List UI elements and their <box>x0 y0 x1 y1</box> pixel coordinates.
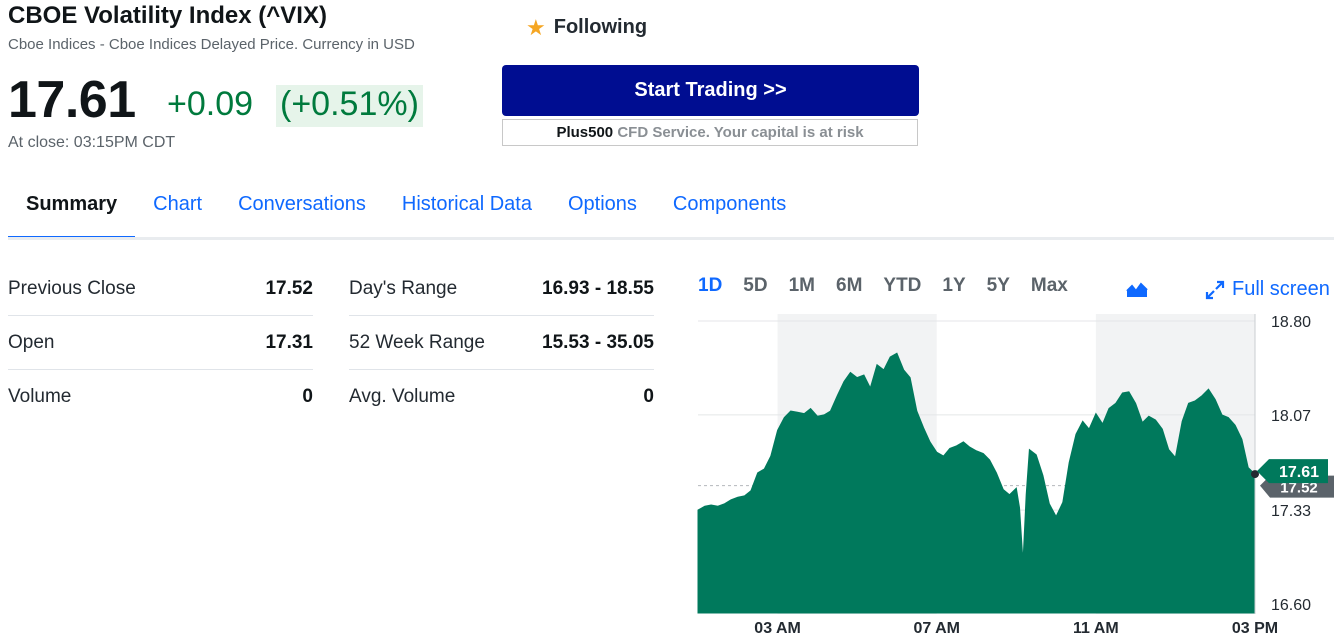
stat-previous-close: Previous Close 17.52 <box>8 262 313 316</box>
expand-icon <box>1205 280 1225 299</box>
price-change-percent: (+0.51%) <box>276 85 423 127</box>
stat-label: Previous Close <box>8 277 136 299</box>
stat-open: Open 17.31 <box>8 316 313 370</box>
tab-chart[interactable]: Chart <box>153 193 203 215</box>
full-screen-label: Full screen <box>1232 278 1330 300</box>
quote-tabs: Summary Chart Conversations Historical D… <box>8 178 804 240</box>
range-5y[interactable]: 5Y <box>986 275 1010 296</box>
tab-options[interactable]: Options <box>567 193 637 215</box>
stat-label: Day's Range <box>349 277 458 299</box>
following-button[interactable]: ★ Following <box>526 16 647 39</box>
ad-disclaimer[interactable]: Plus500 CFD Service. Your capital is at … <box>502 119 918 146</box>
y-tick-label: 18.80 <box>1271 314 1311 331</box>
range-1m[interactable]: 1M <box>788 275 815 296</box>
x-tick-label: 03 AM <box>754 620 801 634</box>
y-tick-label: 16.60 <box>1271 597 1311 614</box>
stat-52-week-range: 52 Week Range 15.53 - 35.05 <box>349 316 654 370</box>
market-close-time: At close: 03:15PM CDT <box>8 134 176 151</box>
summary-stats-left: Previous Close 17.52 Open 17.31 Volume 0 <box>8 262 313 424</box>
stat-label: Volume <box>8 386 72 407</box>
y-tick-label: 17.33 <box>1271 503 1311 520</box>
current-price-label: 17.61 <box>1279 464 1319 481</box>
x-tick-label: 07 AM <box>913 620 960 634</box>
stat-label: 52 Week Range <box>349 331 485 353</box>
stat-value: 16.93 - 18.55 <box>542 277 654 299</box>
quote-subtitle: Cboe Indices - Cboe Indices Delayed Pric… <box>8 36 415 53</box>
mountain-chart-icon[interactable] <box>1126 282 1148 298</box>
stat-volume: Volume 0 <box>8 370 313 424</box>
quote-title: CBOE Volatility Index (^VIX) <box>8 2 327 29</box>
full-screen-button[interactable]: Full screen <box>1205 278 1330 301</box>
tab-components[interactable]: Components <box>672 193 787 215</box>
range-6m[interactable]: 6M <box>836 275 863 296</box>
stat-value: 17.52 <box>265 277 313 299</box>
ad-disclaimer-text: CFD Service. Your capital is at risk <box>613 124 864 141</box>
tab-conversations[interactable]: Conversations <box>238 193 366 215</box>
stat-value: 17.31 <box>265 331 313 353</box>
stat-value: 0 <box>643 386 654 407</box>
stat-value: 15.53 - 35.05 <box>542 331 654 353</box>
range-1d[interactable]: 1D <box>698 275 723 296</box>
range-1y[interactable]: 1Y <box>942 275 966 296</box>
current-price-dot <box>1251 470 1259 479</box>
previous-close-label: 17.52 <box>1280 480 1318 497</box>
range-5d[interactable]: 5D <box>743 275 768 296</box>
range-max[interactable]: Max <box>1030 275 1068 296</box>
x-tick-label: 11 AM <box>1073 620 1119 634</box>
range-ytd[interactable]: YTD <box>883 275 922 296</box>
chart-range-selector: 1D 5D 1M 6M YTD 1Y 5Y Max <box>698 275 1089 297</box>
stat-avg-volume: Avg. Volume 0 <box>349 370 654 424</box>
stat-value: 0 <box>302 386 313 407</box>
ad-brand: Plus500 <box>556 124 614 141</box>
start-trading-button[interactable]: Start Trading >> <box>502 65 919 116</box>
current-price: 17.61 <box>8 71 136 129</box>
price-area <box>697 352 1256 614</box>
y-tick-label: 18.07 <box>1271 408 1311 425</box>
price-change: +0.09 <box>167 85 254 123</box>
stat-days-range: Day's Range 16.93 - 18.55 <box>349 262 654 316</box>
following-label: Following <box>553 16 648 38</box>
current-price-marker <box>1257 459 1328 484</box>
tabs-divider <box>8 237 1334 240</box>
x-tick-label: 03 PM <box>1232 620 1278 634</box>
summary-stats-right: Day's Range 16.93 - 18.55 52 Week Range … <box>349 262 654 424</box>
star-icon: ★ <box>526 14 546 40</box>
stat-label: Open <box>8 331 55 353</box>
tab-summary[interactable]: Summary <box>8 178 136 240</box>
stat-label: Avg. Volume <box>349 386 456 407</box>
tab-historical-data[interactable]: Historical Data <box>401 193 532 215</box>
